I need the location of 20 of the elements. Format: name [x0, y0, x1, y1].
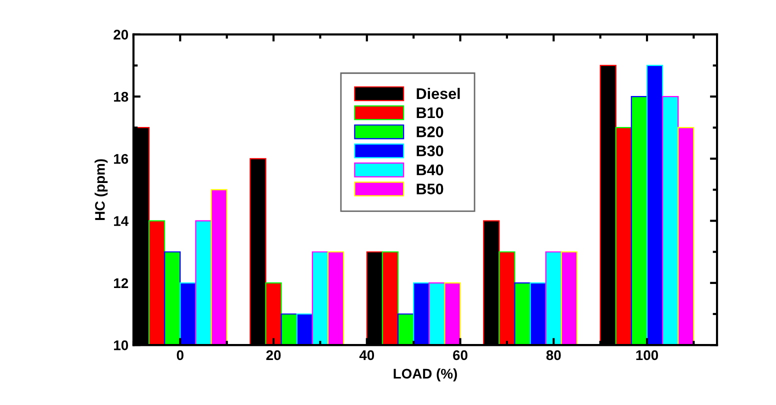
x-axis-title: LOAD (%) — [394, 368, 457, 382]
legend-label: B50 — [416, 184, 444, 194]
x-tick-label: 20 — [266, 350, 281, 360]
x-tick-label: 100 — [636, 350, 658, 360]
x-tick-label: 0 — [176, 350, 184, 360]
x-tick-label: 60 — [453, 350, 468, 360]
legend-label: Diesel — [416, 88, 460, 100]
y-axis-title: HC (ppm) — [94, 159, 108, 220]
y-tick-label: 20 — [114, 30, 128, 40]
legend-label: B30 — [416, 145, 444, 156]
legend-label: B40 — [416, 164, 444, 176]
legend-label: B10 — [416, 107, 444, 118]
y-tick-label: 12 — [114, 278, 128, 288]
y-tick-label: 18 — [114, 92, 128, 102]
y-tick-label: 16 — [114, 154, 128, 164]
x-tick-label: 80 — [546, 350, 561, 360]
x-tick-label: 40 — [359, 350, 374, 360]
y-tick-label: 14 — [114, 216, 129, 226]
y-tick-label: 10 — [114, 340, 128, 350]
legend-label: B20 — [416, 126, 444, 138]
